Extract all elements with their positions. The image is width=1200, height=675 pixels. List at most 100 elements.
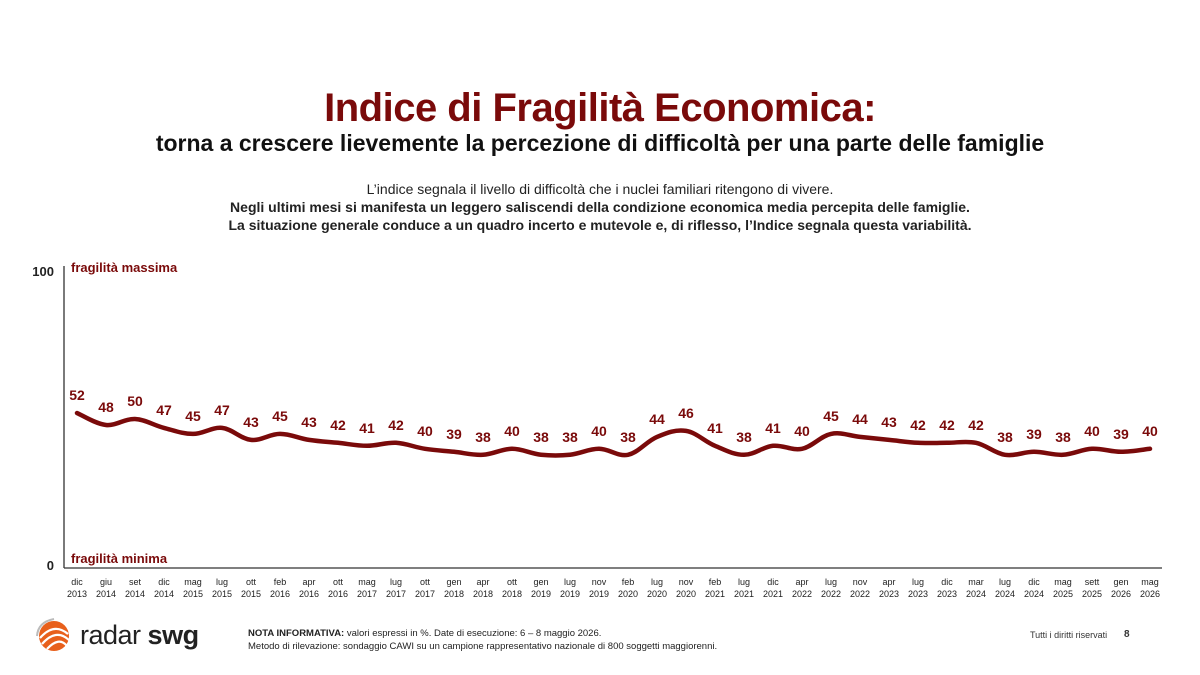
- data-point: [1119, 450, 1123, 454]
- x-tick-label-year: 2013: [67, 589, 87, 599]
- data-point: [133, 417, 137, 421]
- data-point: [336, 441, 340, 445]
- x-tick-label-year: 2018: [444, 589, 464, 599]
- data-label: 45: [823, 408, 839, 424]
- x-tick-label-year: 2024: [995, 589, 1015, 599]
- data-point: [249, 438, 253, 442]
- x-tick-label-month: apr: [882, 577, 895, 587]
- x-tick-label-year: 2021: [763, 589, 783, 599]
- data-label: 38: [1055, 429, 1071, 445]
- radar-swg-logo: radar swg: [34, 616, 224, 656]
- x-tick-label-month: lug: [999, 577, 1011, 587]
- x-tick-label-year: 2026: [1111, 589, 1131, 599]
- data-point: [1061, 453, 1065, 457]
- data-label: 43: [881, 414, 897, 430]
- x-tick-label-month: set: [129, 577, 142, 587]
- x-tick-label-month: apr: [302, 577, 315, 587]
- data-label: 38: [533, 429, 549, 445]
- data-label: 45: [185, 408, 201, 424]
- page-title: Indice di Fragilità Economica:: [324, 86, 876, 130]
- x-tick-label-month: lug: [912, 577, 924, 587]
- logo-word-radar: radar: [80, 620, 141, 650]
- data-label: 41: [765, 420, 781, 436]
- description-line-1: L’indice segnala il livello di difficolt…: [366, 181, 834, 197]
- data-point: [713, 444, 717, 448]
- data-label: 42: [388, 417, 404, 433]
- data-label: 40: [591, 423, 607, 439]
- data-point: [278, 432, 282, 436]
- data-point: [423, 447, 427, 451]
- x-tick-label-year: 2015: [212, 589, 232, 599]
- data-label: 40: [1084, 423, 1100, 439]
- data-label: 41: [359, 420, 375, 436]
- x-tick-label-month: nov: [853, 577, 868, 587]
- data-point: [394, 441, 398, 445]
- x-tick-label-month: ott: [246, 577, 257, 587]
- data-point: [916, 441, 920, 445]
- x-tick-label-year: 2020: [676, 589, 696, 599]
- data-point: [365, 444, 369, 448]
- x-tick-label-month: gen: [1113, 577, 1128, 587]
- data-point: [1090, 447, 1094, 451]
- data-point: [597, 447, 601, 451]
- data-label: 40: [417, 423, 433, 439]
- data-point: [104, 423, 108, 427]
- x-tick-label-month: dic: [1028, 577, 1040, 587]
- logo-wordmark: radar swg: [80, 620, 199, 651]
- data-label: 40: [504, 423, 520, 439]
- data-point: [800, 447, 804, 451]
- x-tick-label-year: 2022: [792, 589, 812, 599]
- data-point: [1003, 453, 1007, 457]
- x-tick-label-year: 2019: [589, 589, 609, 599]
- x-tick-label-month: dic: [941, 577, 953, 587]
- x-tick-label-year: 2019: [531, 589, 551, 599]
- data-label: 39: [446, 426, 462, 442]
- x-tick-label-month: mar: [968, 577, 984, 587]
- x-tick-label-month: nov: [592, 577, 607, 587]
- x-tick-label-month: ott: [333, 577, 344, 587]
- rights-text: Tutti i diritti riservati: [1030, 630, 1108, 640]
- description-line-2: Negli ultimi mesi si manifesta un legger…: [230, 199, 970, 215]
- data-label: 45: [272, 408, 288, 424]
- data-point: [162, 426, 166, 430]
- x-tick-label-year: 2025: [1082, 589, 1102, 599]
- data-point: [452, 450, 456, 454]
- x-tick-label-month: feb: [622, 577, 635, 587]
- x-tick-label-year: 2017: [415, 589, 435, 599]
- x-tick-label-year: 2023: [879, 589, 899, 599]
- description-line-3: La situazione generale conduce a un quad…: [228, 217, 972, 233]
- x-tick-label-year: 2020: [647, 589, 667, 599]
- x-tick-label-month: gen: [533, 577, 548, 587]
- x-tick-label-month: giu: [100, 577, 112, 587]
- x-tick-label-year: 2014: [125, 589, 145, 599]
- data-label: 42: [330, 417, 346, 433]
- x-tick-label-month: sett: [1085, 577, 1100, 587]
- method-text: Metodo di rilevazione: sondaggio CAWI su…: [248, 641, 718, 652]
- x-tick-label-year: 2015: [241, 589, 261, 599]
- x-tick-label-month: lug: [738, 577, 750, 587]
- x-tick-label-year: 2021: [705, 589, 725, 599]
- x-tick-label-year: 2019: [560, 589, 580, 599]
- y-tick-label-100: 100: [32, 264, 54, 279]
- x-tick-label-month: lug: [825, 577, 837, 587]
- x-tick-label-month: lug: [390, 577, 402, 587]
- data-point: [220, 426, 224, 430]
- top-region-label: fragilità massima: [71, 260, 178, 275]
- x-tick-label-month: ott: [507, 577, 518, 587]
- data-label: 38: [736, 429, 752, 445]
- data-point: [858, 435, 862, 439]
- data-point: [539, 453, 543, 457]
- x-tick-label-month: mag: [358, 577, 376, 587]
- x-tick-label-year: 2016: [299, 589, 319, 599]
- data-point: [655, 435, 659, 439]
- x-tick-label-month: nov: [679, 577, 694, 587]
- data-point: [510, 447, 514, 451]
- page-number: 8: [1124, 629, 1130, 640]
- x-tick-label-year: 2017: [386, 589, 406, 599]
- bottom-region-label: fragilità minima: [71, 551, 168, 566]
- data-point: [307, 438, 311, 442]
- x-tick-label-month: dic: [767, 577, 779, 587]
- data-point: [974, 441, 978, 445]
- data-label: 41: [707, 420, 723, 436]
